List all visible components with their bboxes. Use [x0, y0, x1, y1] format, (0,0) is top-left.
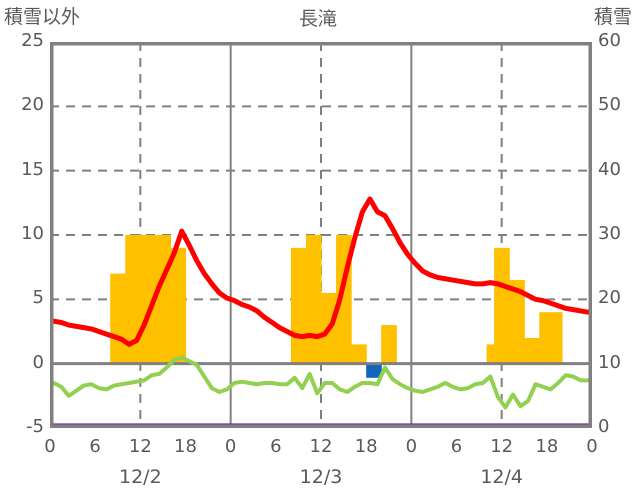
left-axis-tick: -5: [26, 416, 44, 437]
left-axis-tick: 15: [21, 158, 44, 180]
x-axis-tick: 12: [490, 436, 514, 457]
x-axis-tick: 6: [270, 436, 282, 457]
right-axis-tick: 50: [598, 94, 621, 116]
left-axis-tick: 5: [32, 287, 44, 309]
x-axis-tick: 6: [89, 436, 101, 457]
right-axis-tick: 0: [598, 416, 610, 437]
right-axis-tick: 10: [598, 351, 621, 373]
day-label: 12/2: [118, 466, 162, 488]
day-label: 12/4: [480, 466, 523, 488]
chart-canvas: [50, 42, 592, 428]
day-label: 12/3: [299, 466, 343, 488]
x-axis-tick: 12: [128, 436, 152, 457]
x-axis-tick: 0: [586, 436, 598, 457]
x-axis-tick: 0: [405, 436, 418, 457]
left-axis-tick: 0: [32, 351, 44, 373]
right-axis-tick: 60: [598, 30, 621, 51]
chart-title: 長滝: [298, 8, 337, 30]
right-axis-tick: 40: [598, 158, 621, 180]
x-axis-tick: 12: [309, 436, 333, 457]
x-axis-tick: 18: [174, 436, 197, 457]
right-axis-tick: 20: [598, 287, 621, 309]
left-axis-tick: 25: [21, 30, 44, 51]
right-axis-tick: 30: [598, 223, 621, 244]
plot-area: [50, 42, 592, 428]
left-axis-tick: 20: [21, 94, 44, 116]
right-axis-title: 積雪: [593, 6, 632, 28]
left-axis-tick: 10: [21, 223, 44, 244]
x-axis-tick: 6: [450, 436, 463, 457]
x-axis-tick: 18: [354, 436, 378, 457]
left-axis-title: 積雪以外: [4, 6, 81, 28]
x-axis-tick: 0: [44, 436, 56, 457]
x-axis-tick: 0: [224, 436, 237, 457]
x-axis-tick: 18: [535, 436, 559, 457]
